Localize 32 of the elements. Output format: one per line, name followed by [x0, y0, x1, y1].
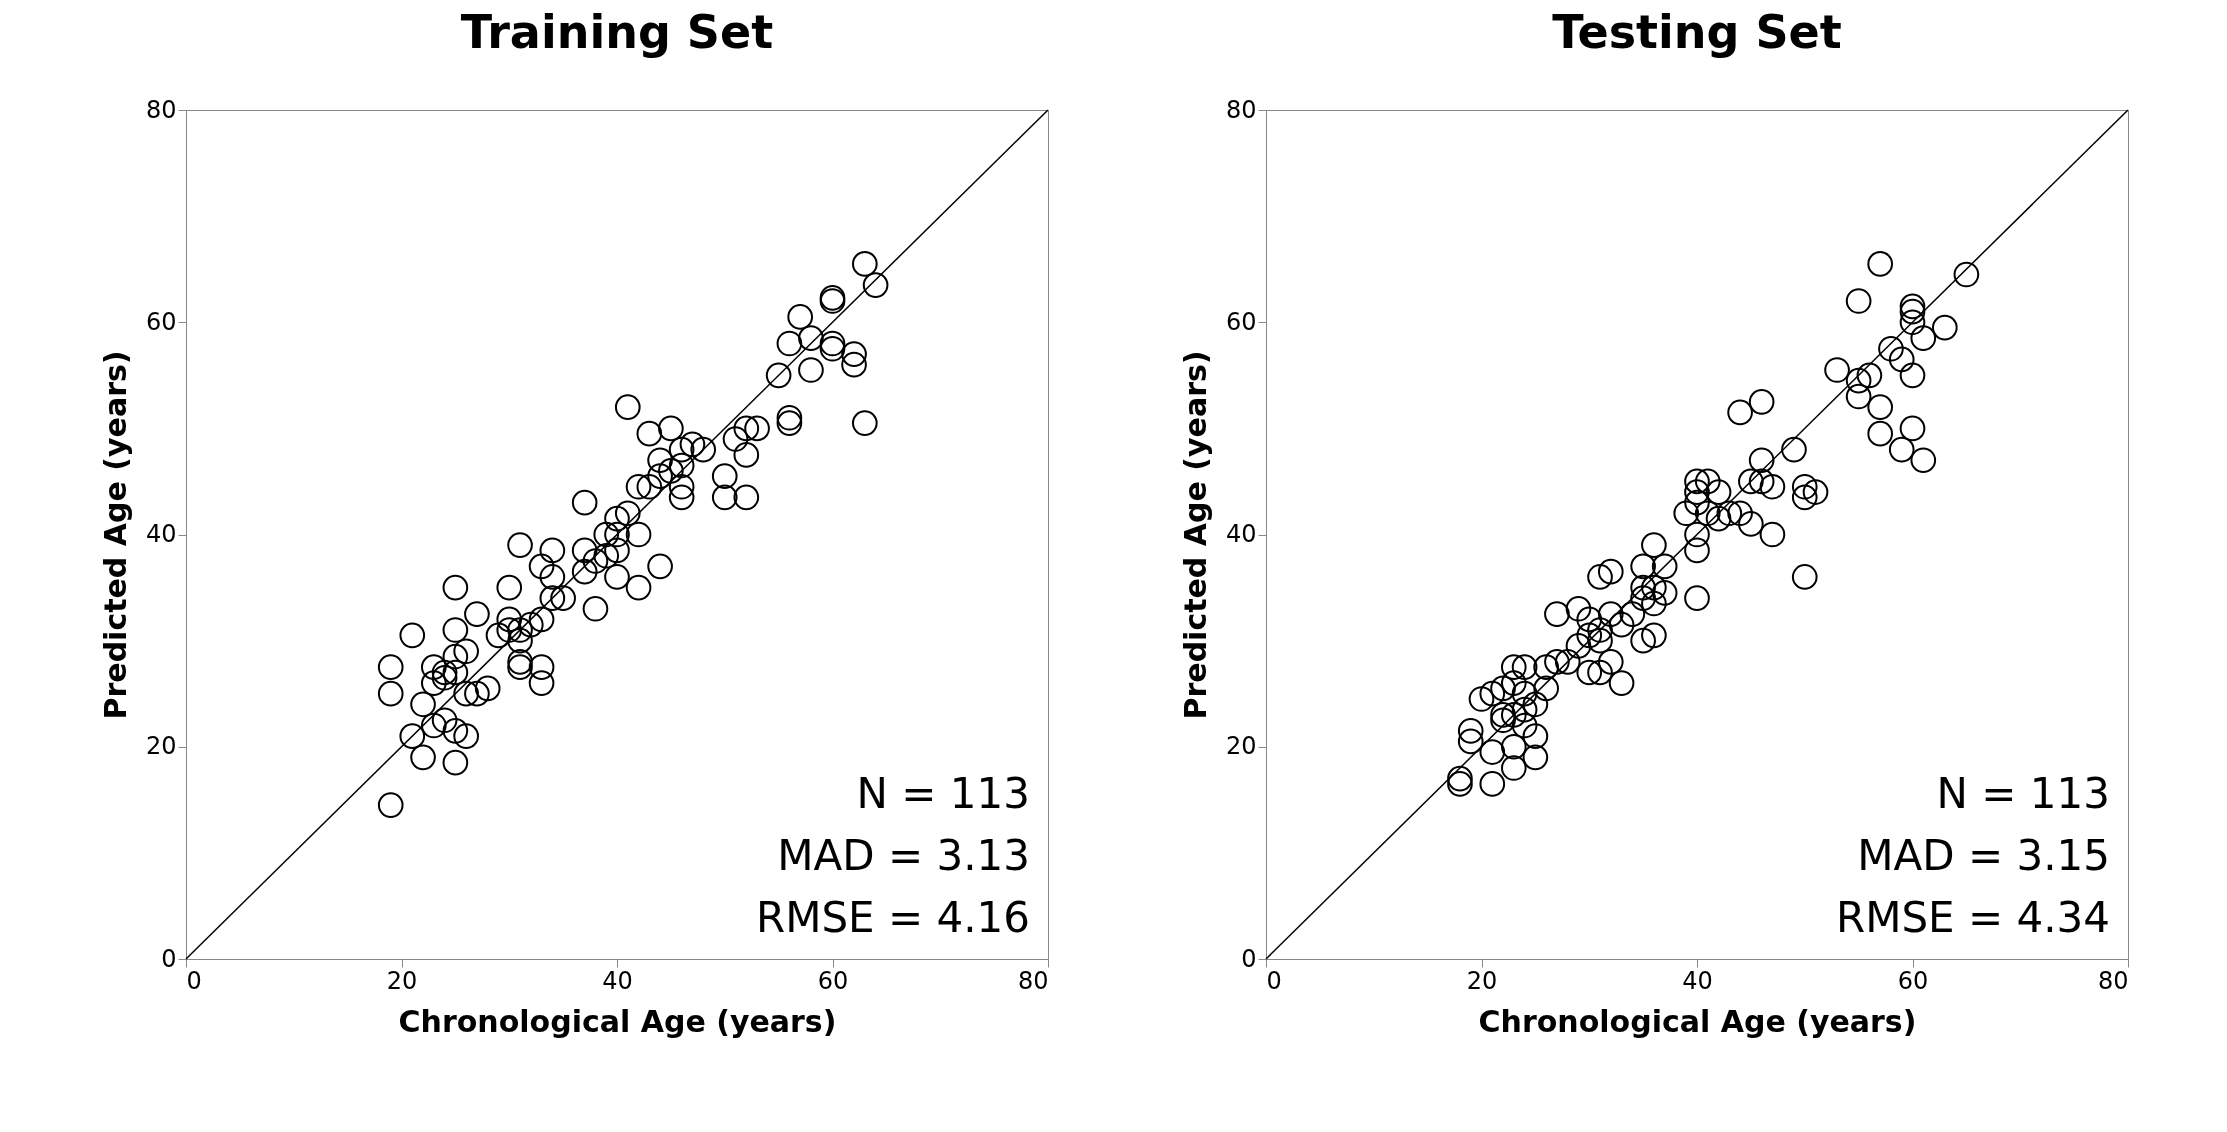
- annotation: N = 113: [856, 769, 1030, 818]
- y-tick-label: 20: [145, 732, 177, 761]
- y-tick-label: 80: [1225, 95, 1257, 124]
- y-axis-title: Predicted Age (years): [1177, 350, 1213, 720]
- x-tick-label: 40: [602, 966, 633, 995]
- x-tick-label: 80: [1017, 966, 1049, 995]
- x-tick-label: 60: [1897, 966, 1929, 995]
- annotation: MAD = 3.15: [1857, 831, 2110, 880]
- annotation: RMSE = 4.16: [755, 893, 1030, 942]
- chart-title: Training Set: [460, 5, 774, 59]
- x-axis-title: Chronological Age (years): [398, 1003, 837, 1039]
- x-axis-title: Chronological Age (years): [1478, 1003, 1917, 1039]
- x-tick-label: 80: [2097, 966, 2129, 995]
- y-tick-label: 60: [1225, 307, 1257, 336]
- y-tick-label: 60: [145, 307, 177, 336]
- x-tick-label: 20: [1466, 966, 1498, 995]
- y-axis-title: Predicted Age (years): [97, 350, 133, 720]
- y-tick-label: 40: [1225, 520, 1257, 548]
- y-tick-label: 40: [145, 520, 177, 548]
- x-tick-label: 60: [817, 966, 849, 995]
- x-tick-label: 20: [386, 966, 418, 995]
- y-tick-label: 0: [1241, 944, 1257, 973]
- x-tick-label: 40: [1682, 966, 1713, 995]
- y-tick-label: 0: [161, 944, 177, 973]
- chart-title: Testing Set: [1552, 5, 1842, 59]
- y-tick-label: 80: [145, 95, 177, 124]
- x-tick-label: 0: [1266, 966, 1282, 995]
- y-tick-label: 20: [1225, 732, 1257, 761]
- x-tick-label: 0: [186, 966, 202, 995]
- annotation: MAD = 3.13: [777, 831, 1030, 880]
- annotation: RMSE = 4.34: [1835, 893, 2110, 942]
- annotation: N = 113: [1936, 769, 2110, 818]
